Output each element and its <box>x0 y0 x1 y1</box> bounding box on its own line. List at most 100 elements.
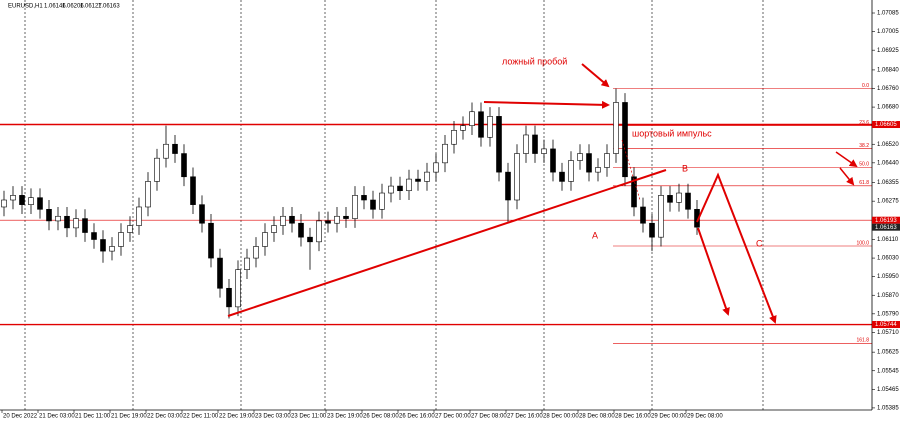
candle-body <box>352 195 358 219</box>
x-tick-label: 27 Dec 08:00 <box>471 414 507 420</box>
candle-body <box>649 222 655 238</box>
fib-label: 161.8 <box>856 338 869 344</box>
level-tag <box>872 216 900 224</box>
candle-body <box>199 204 205 224</box>
x-tick-label: 23 Dec 19:00 <box>327 414 363 420</box>
candle-body <box>478 111 484 138</box>
candle-body <box>280 215 286 226</box>
candle-body <box>370 199 376 210</box>
candle-body <box>541 148 547 154</box>
candle-body <box>379 192 385 210</box>
x-tick-label: 23 Dec 11:00 <box>291 414 327 420</box>
y-tick-label: 1.06275 <box>877 199 899 205</box>
candle-body <box>550 148 556 173</box>
candle-body <box>181 153 187 178</box>
header-value: 1.06163 <box>98 4 120 10</box>
x-tick-label: 23 Dec 03:00 <box>255 414 291 420</box>
candle-body <box>460 125 466 131</box>
candle-body <box>37 197 43 210</box>
candle-body <box>595 167 601 173</box>
candle-body <box>163 143 169 159</box>
annotation: A <box>592 230 598 240</box>
x-tick-label: 28 Dec 00:00 <box>543 414 579 420</box>
last-price-tag <box>872 223 900 231</box>
candle-body <box>73 218 79 229</box>
y-tick-label: 1.06520 <box>877 142 899 148</box>
candle-body <box>217 257 223 289</box>
level-label: 1.05744 <box>875 322 897 328</box>
candle-body <box>10 195 16 201</box>
fib-label: 23.6 <box>859 120 869 126</box>
candle-body <box>343 215 349 219</box>
candle-body <box>496 116 502 173</box>
x-tick-label: 28 Dec 08:00 <box>579 414 615 420</box>
candle-body <box>532 134 538 154</box>
x-tick-label: 28 Dec 16:00 <box>615 414 651 420</box>
candle-body <box>64 215 70 229</box>
x-tick-label: 21 Dec 11:00 <box>75 414 111 420</box>
level-label: 1.06193 <box>875 218 897 224</box>
candle-body <box>109 246 115 252</box>
fib-label: 61.8 <box>859 180 869 186</box>
candle-body <box>307 236 313 243</box>
last-price-label: 1.06163 <box>875 225 897 231</box>
period-separators <box>24 0 764 410</box>
candle-body <box>514 153 520 201</box>
candle-body <box>406 178 412 192</box>
candle-body <box>442 143 448 164</box>
y-tick-label: 1.06110 <box>877 237 899 243</box>
candle-body <box>415 178 421 182</box>
x-tick-label: 27 Dec 16:00 <box>507 414 543 420</box>
y-tick-label: 1.05950 <box>877 274 899 280</box>
candle-body <box>298 222 304 238</box>
fib-label: 100.0 <box>856 240 869 246</box>
candle-body <box>145 181 151 208</box>
candle-body <box>19 195 25 205</box>
y-tick-label: 1.06440 <box>877 160 899 166</box>
x-tick-label: 21 Dec 19:00 <box>111 414 147 420</box>
y-tick-label: 1.06760 <box>877 86 899 92</box>
y-tick-label: 1.05790 <box>877 311 899 317</box>
annotation: C <box>756 238 763 248</box>
level-tag <box>872 121 900 129</box>
symbol-title: EURUSD,H1 <box>8 4 43 10</box>
candle-body <box>55 215 61 222</box>
x-tick-label: 20 Dec 2022 <box>3 414 38 420</box>
candle-body <box>604 153 610 168</box>
x-tick-label: 26 Dec 08:00 <box>363 414 399 420</box>
candle-body <box>676 192 682 203</box>
header-value: 1.06206 <box>62 4 84 10</box>
candle-body <box>568 160 574 182</box>
candle-body <box>685 192 691 210</box>
y-tick-label: 1.07085 <box>877 11 899 17</box>
candle-body <box>46 208 52 222</box>
candle-body <box>577 153 583 161</box>
x-tick-label: 26 Dec 16:00 <box>399 414 435 420</box>
candle-body <box>235 269 241 308</box>
y-tick-label: 1.05870 <box>877 293 899 299</box>
candle-body <box>433 162 439 173</box>
y-tick-label: 1.06840 <box>877 67 899 73</box>
y-tick-label: 1.05710 <box>877 330 899 336</box>
annotation: шортовый импульс <box>632 128 712 138</box>
header-value: 1.06127 <box>80 4 102 10</box>
candle-body <box>28 197 34 205</box>
y-tick-label: 1.05625 <box>877 350 899 356</box>
header-value: 1.06146 <box>44 4 66 10</box>
candle-body <box>451 130 457 145</box>
candle-body <box>487 116 493 138</box>
candle-body <box>262 232 268 247</box>
y-tick-label: 1.06680 <box>877 105 899 111</box>
candle-body <box>388 185 394 194</box>
fib-label: 38.2 <box>859 143 869 149</box>
candle-body <box>100 239 106 252</box>
candle-body <box>667 195 673 203</box>
annotation: B <box>682 163 688 173</box>
x-tick-label: 22 Dec 19:00 <box>219 414 255 420</box>
candle-body <box>127 225 133 233</box>
analysis-drawings <box>227 63 858 324</box>
candle-body <box>253 246 259 259</box>
candle-body <box>91 232 97 240</box>
candle-body <box>424 171 430 182</box>
